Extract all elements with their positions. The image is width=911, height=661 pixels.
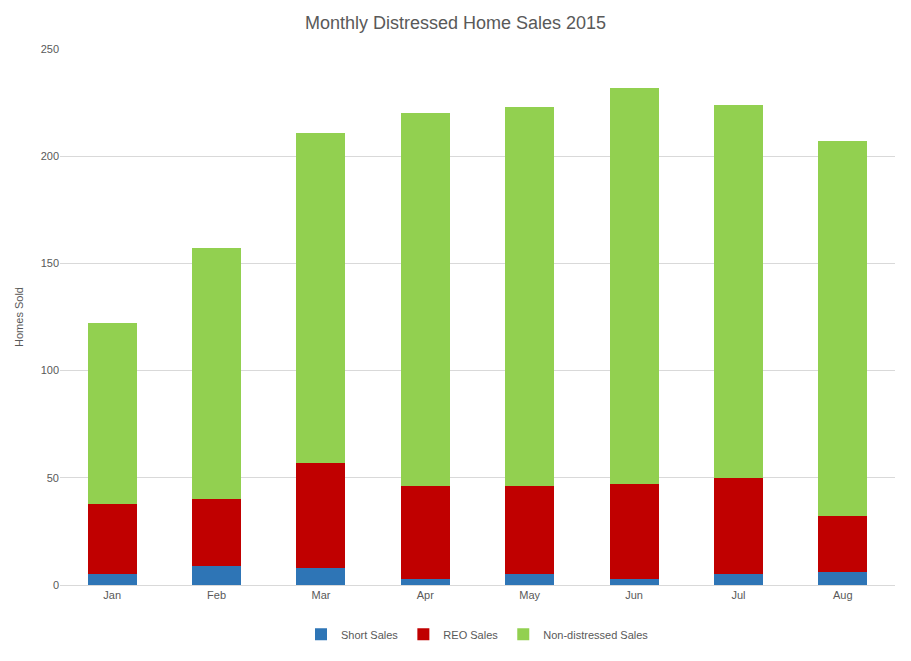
svg-text:0: 0 bbox=[53, 579, 59, 591]
svg-text:Monthly Distressed Home Sales: Monthly Distressed Home Sales 2015 bbox=[305, 13, 606, 33]
svg-text:100: 100 bbox=[41, 364, 59, 376]
svg-text:Apr: Apr bbox=[417, 589, 434, 601]
svg-text:Mar: Mar bbox=[311, 589, 330, 601]
svg-text:200: 200 bbox=[41, 150, 59, 162]
svg-text:50: 50 bbox=[47, 472, 59, 484]
svg-text:Jan: Jan bbox=[103, 589, 121, 601]
svg-text:Jul: Jul bbox=[731, 589, 745, 601]
svg-text:Aug: Aug bbox=[833, 589, 853, 601]
svg-text:150: 150 bbox=[41, 257, 59, 269]
svg-text:Short Sales: Short Sales bbox=[341, 629, 398, 641]
svg-text:Non-distressed Sales: Non-distressed Sales bbox=[543, 629, 648, 641]
svg-text:Jun: Jun bbox=[625, 589, 643, 601]
svg-text:250: 250 bbox=[41, 43, 59, 55]
svg-text:REO Sales: REO Sales bbox=[443, 629, 498, 641]
svg-text:May: May bbox=[519, 589, 540, 601]
svg-text:Feb: Feb bbox=[207, 589, 226, 601]
svg-text:Homes Sold: Homes Sold bbox=[13, 287, 25, 347]
